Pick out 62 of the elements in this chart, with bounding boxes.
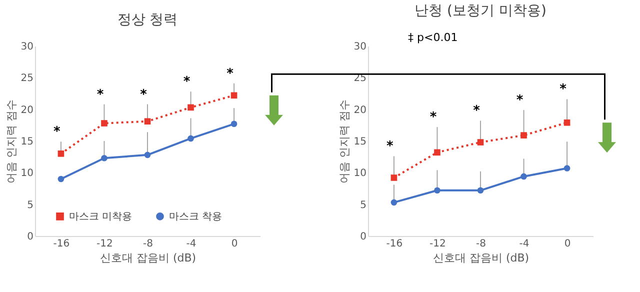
y-tick-label: 0 [27,232,34,242]
annotation: * [430,110,437,126]
y-tick-label: 15 [354,136,366,148]
annotation: * [386,139,394,154]
point [230,120,238,128]
point [58,176,64,182]
y-tick-label: 30 [354,42,366,52]
point [434,149,440,156]
text: ‡ p<0.01 [408,31,458,44]
x-tick-label: -16 [53,238,70,250]
point [390,199,398,206]
x-tick-label: -4 [186,238,196,250]
point [520,173,527,180]
x-tick-label: -12 [430,238,446,250]
y-tick-label: 20 [354,104,366,116]
point [390,174,398,181]
legend-label: 마스크 미착용 [69,211,132,222]
chart-title: 정상 청력 [117,12,178,28]
point [144,152,151,158]
x-tick-label: -4 [519,238,530,250]
y-tick-label: 5 [27,200,34,211]
x-tick-label: -16 [386,238,403,250]
annotation: * [183,74,190,90]
annotation: * [560,82,567,98]
annotation: * [226,66,234,82]
x-tick-label: 0 [564,238,571,250]
point [58,150,64,157]
point [144,118,151,125]
point [188,104,194,111]
y-tick-label: 5 [360,200,366,211]
annotation: * [140,87,148,102]
point [434,187,440,194]
x-tick-label: -8 [476,238,486,250]
point [564,165,570,172]
point [477,139,484,146]
annotation: * [473,104,480,119]
x-axis-title: 신호대 잡음비 (dB) [100,252,196,264]
point [520,132,527,138]
annotation: * [516,92,524,108]
y-tick-label: 0 [360,232,366,242]
point [101,154,108,162]
y-tick-label: 30 [20,42,34,52]
y-tick-label: 10 [354,168,366,180]
x-axis-title: 신호대 잡음비 (dB) [432,252,530,264]
legend-label: 마스크 착용 [169,211,222,222]
annotation: * [54,124,61,140]
y-tick-label: 25 [20,73,34,84]
x-tick-label: -12 [96,238,113,250]
point [564,119,570,126]
y-tick-label: 20 [20,104,34,116]
point [230,92,238,99]
y-axis-title: 어음 인지력 점수 [4,100,18,184]
y-tick-label: 15 [20,136,34,148]
y-axis-title: 어음 인지력 점수 [338,100,351,184]
point [188,135,194,142]
x-tick-label: -8 [143,238,153,250]
chart-title: 난청 (보청기 미착용) [414,3,546,19]
point [101,120,108,126]
annotation: * [96,87,104,102]
point [477,187,484,194]
x-tick-label: 0 [231,238,238,250]
y-tick-label: 10 [20,168,34,180]
